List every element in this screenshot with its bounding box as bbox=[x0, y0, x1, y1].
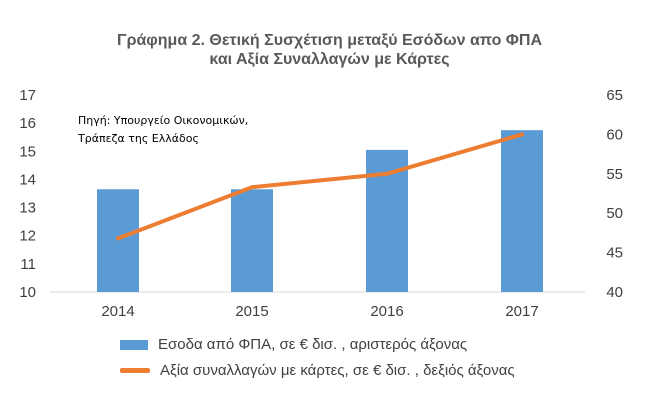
source-note-line1: Πηγή: Υπουργείο Οικονομικών, bbox=[78, 114, 249, 127]
y-right-tick-label: 40 bbox=[606, 284, 623, 301]
source-note-line2: Τράπεζα της Ελλάδος bbox=[78, 132, 199, 145]
legend-swatch-bar bbox=[120, 339, 148, 350]
legend-label-vat: Εσοδα από ΦΠΑ, σε € δισ. , αριστερός άξο… bbox=[158, 336, 468, 353]
y-left-tick-label: 13 bbox=[19, 200, 36, 217]
y-left-tick-label: 11 bbox=[20, 256, 36, 273]
y-left-tick-label: 10 bbox=[19, 284, 36, 301]
chart-title-line1: Γράφημα 2. Θετική Συσχέτιση μεταξύ Εσόδω… bbox=[116, 32, 543, 49]
legend-item-vat: Εσοδα από ΦΠΑ, σε € δισ. , αριστερός άξο… bbox=[120, 336, 467, 353]
bar-2017 bbox=[501, 130, 543, 292]
bar-2015 bbox=[231, 189, 273, 292]
y-left-tick-label: 16 bbox=[19, 115, 36, 132]
x-tick-label: 2017 bbox=[505, 303, 538, 320]
line-series-cards bbox=[116, 132, 524, 241]
chart-title-line2: και Αξία Συναλλαγών με Κάρτες bbox=[209, 51, 450, 68]
y-right-tick-label: 50 bbox=[606, 205, 623, 222]
x-tick-label: 2014 bbox=[101, 303, 134, 320]
x-tick-label: 2015 bbox=[235, 303, 268, 320]
y-right-tick-label: 45 bbox=[606, 245, 623, 262]
y-left-tick-label: 14 bbox=[19, 171, 36, 188]
y-right-tick-label: 60 bbox=[606, 126, 623, 143]
legend-swatch-line bbox=[120, 368, 150, 373]
x-tick-label: 2016 bbox=[370, 303, 403, 320]
y-left-tick-label: 12 bbox=[19, 228, 36, 245]
y-right-tick-label: 65 bbox=[606, 87, 623, 104]
y-right-tick-label: 55 bbox=[606, 166, 623, 183]
bar-2014 bbox=[97, 189, 139, 292]
y-left-tick-label: 17 bbox=[19, 87, 36, 104]
legend-item-cards: Αξία συναλλαγών με κάρτες, σε € δισ. , δ… bbox=[120, 362, 515, 379]
legend-label-cards: Αξία συναλλαγών με κάρτες, σε € δισ. , δ… bbox=[160, 362, 515, 379]
y-left-tick-label: 15 bbox=[19, 143, 36, 160]
